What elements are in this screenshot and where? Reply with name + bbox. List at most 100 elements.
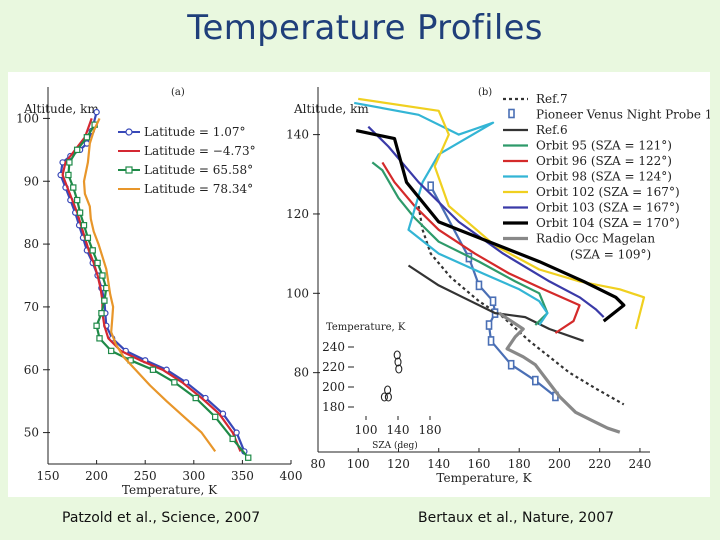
x-tick-label: 250 xyxy=(134,469,157,483)
y-tick-label: 50 xyxy=(24,426,39,440)
series-line xyxy=(381,161,581,334)
inset-x-tick-label: 180 xyxy=(419,423,442,437)
data-point xyxy=(427,181,434,191)
panel-label: (b) xyxy=(478,87,492,98)
legend-b: Ref.7 Pioneer Venus Night Probe 1978Ref.6… xyxy=(503,92,720,262)
data-point xyxy=(96,335,103,342)
data-point xyxy=(192,394,199,402)
x-tick-label: 80 xyxy=(310,457,325,471)
data-point xyxy=(149,366,157,373)
data-point xyxy=(229,435,236,443)
series-path xyxy=(407,264,584,342)
inset-y-tick-label: 240 xyxy=(322,340,345,354)
data-point xyxy=(66,159,73,166)
inset-x-tick-label: 140 xyxy=(387,423,410,437)
series-line xyxy=(82,117,217,453)
x-tick-label: 160 xyxy=(468,457,491,471)
legend-label: Ref.7 xyxy=(536,92,568,106)
inset-y-tick-label: 180 xyxy=(322,400,345,414)
legend-marker xyxy=(125,128,133,136)
inset-point xyxy=(380,392,388,402)
series-line xyxy=(498,311,621,434)
x-axis-label: Temperature, K xyxy=(122,483,218,497)
data-point xyxy=(98,310,105,317)
x-tick-label: 300 xyxy=(182,469,205,483)
series-path xyxy=(354,101,549,326)
y-axis-label: Altitude, km xyxy=(293,102,369,116)
y-tick-label: 120 xyxy=(286,207,309,221)
legend-label: Pioneer Venus Night Probe 1978 xyxy=(536,108,710,122)
slide-title: Temperature Profiles xyxy=(187,8,543,48)
x-tick-label: 140 xyxy=(427,457,450,471)
x-tick-label: 240 xyxy=(628,457,651,471)
y-tick-label: 60 xyxy=(24,363,39,377)
inset-y-tick-label: 200 xyxy=(322,380,345,394)
legend-label: Orbit 104 (SZA = 170°) xyxy=(536,216,680,230)
x-tick-label: 200 xyxy=(85,469,108,483)
y-tick-label: 140 xyxy=(286,128,309,142)
y-axis-label: Altitude, km xyxy=(23,102,99,116)
chart-svg: 50 60 70 80 90 100 150 200 250 300 350 400 Altitude,… xyxy=(16,87,720,497)
inset-point xyxy=(395,364,403,374)
chart-panel-a: 50 60 70 80 90 100 150 200 250 300 350 400 Altitude,… xyxy=(16,87,302,497)
chart-panel-b: 80 100 120 140 80 100 120 140 160 180 200 220 240 Alt… xyxy=(286,87,720,485)
legend-marker xyxy=(125,166,133,174)
panel-label: (a) xyxy=(171,87,185,98)
inset-y-label: Temperature, K xyxy=(326,322,406,333)
data-point xyxy=(84,234,92,241)
y-tick-label: 80 xyxy=(24,237,39,251)
series-path xyxy=(82,117,217,453)
legend-label: Latitude = 78.34° xyxy=(144,182,253,196)
legend-marker xyxy=(508,108,515,119)
series-line xyxy=(407,264,584,342)
series-path xyxy=(381,161,581,334)
data-point xyxy=(487,336,495,346)
legend-label: Latitude = 1.07° xyxy=(144,125,246,139)
legend-label: Orbit 98 (SZA = 124°) xyxy=(536,170,672,184)
citation-left: Patzold et al., Science, 2007 xyxy=(62,510,261,526)
data-point xyxy=(93,108,100,116)
series-path xyxy=(61,118,242,452)
series-line xyxy=(355,129,626,323)
legend-label: Orbit 96 (SZA = 122°) xyxy=(536,154,672,168)
series-path xyxy=(498,311,621,434)
series-path xyxy=(371,161,549,326)
series-path xyxy=(429,185,557,398)
data-point xyxy=(233,429,240,436)
data-point xyxy=(99,272,106,279)
y-tick-label: 80 xyxy=(294,366,309,380)
data-point xyxy=(73,196,81,204)
data-point xyxy=(532,375,539,386)
legend-label: Latitude = 65.58° xyxy=(144,163,253,177)
inset-point xyxy=(393,350,401,360)
x-axis-label: Temperature, K xyxy=(436,471,532,485)
series-line xyxy=(57,108,248,455)
data-point xyxy=(94,259,101,267)
legend-label: (SZA = 109°) xyxy=(570,248,651,262)
y-tick-label: 100 xyxy=(16,111,39,125)
data-point xyxy=(245,454,252,461)
citation-right: Bertaux et al., Nature, 2007 xyxy=(418,510,615,526)
x-tick-label: 120 xyxy=(387,457,410,471)
legend-a: Latitude = 1.07° Latitude = −4.73° Latitud… xyxy=(118,125,256,196)
data-point xyxy=(101,297,108,304)
y-tick-label: 100 xyxy=(286,286,309,300)
legend-label: Latitude = −4.73° xyxy=(144,144,256,158)
series-line xyxy=(427,181,559,402)
legend-label: Orbit 103 (SZA = 167°) xyxy=(536,201,680,215)
x-tick-label: 220 xyxy=(588,457,611,471)
inset-y-tick-label: 220 xyxy=(322,360,345,374)
data-point xyxy=(507,359,515,370)
legend-label: Ref.6 xyxy=(536,123,568,137)
data-point xyxy=(65,171,72,179)
data-point xyxy=(107,347,115,355)
series-line xyxy=(354,101,549,326)
inset-x-label: SZA (deg) xyxy=(372,440,418,451)
data-point xyxy=(485,320,493,330)
x-tick-label: 400 xyxy=(280,469,303,483)
legend-label: Radio Occ Magelan xyxy=(536,232,655,246)
data-point xyxy=(89,247,96,254)
inset-point xyxy=(384,385,392,395)
data-point xyxy=(489,296,497,307)
